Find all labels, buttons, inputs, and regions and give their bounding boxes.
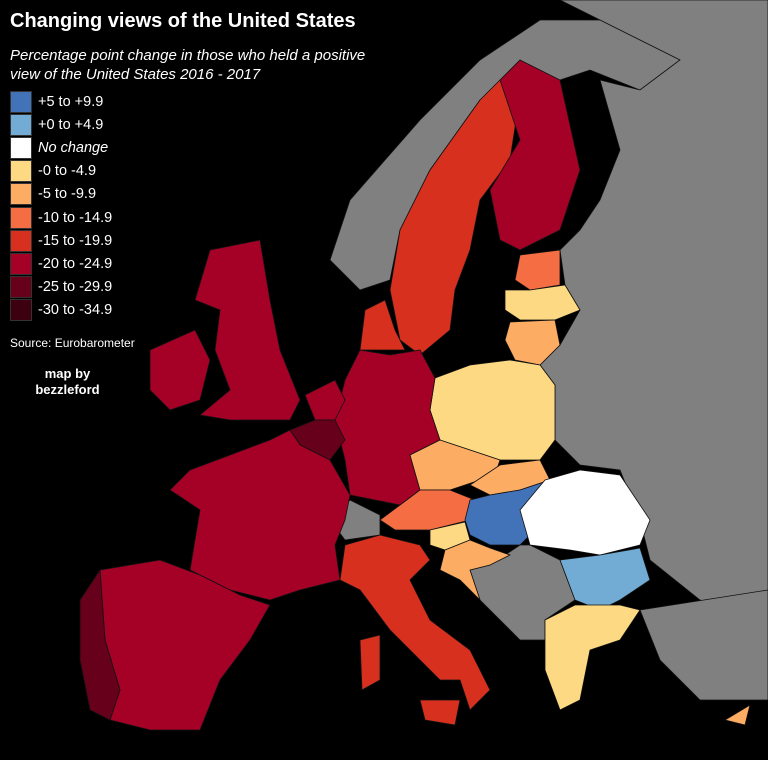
legend-swatch [10,90,32,113]
region-estonia [514,249,561,291]
legend-item: -0 to -4.9 [10,160,112,183]
region-denmark [359,299,406,351]
region-romania [519,469,651,556]
region-ireland [149,329,211,411]
region-sweden [389,79,521,356]
region-turkey [639,589,768,701]
map-title: Changing views of the United States [10,10,356,32]
legend-swatch [10,299,32,322]
legend-label: -15 to -19.9 [38,232,113,249]
region-sardinia [359,634,381,691]
legend-label: -10 to -14.9 [38,209,113,226]
legend-swatch [10,113,32,136]
region-greece [544,604,641,711]
legend-swatch [10,206,32,229]
map-subtitle: Percentage point change in those who hel… [10,47,366,83]
legend-label: No change [38,139,109,156]
region-norway [329,19,681,291]
region-bulgaria [559,547,651,611]
legend-item: -10 to -14.9 [10,206,112,229]
credit-author: bezzleford [35,382,100,397]
legend-swatch [10,276,32,299]
legend-item: -20 to -24.9 [10,252,112,275]
legend-label: -20 to -24.9 [38,255,113,272]
legend-label: -0 to -4.9 [38,163,97,180]
legend-label: +5 to +9.9 [38,93,104,110]
region-sicily [419,699,461,726]
region-croatia [439,539,512,601]
legend-swatch [10,252,32,275]
region-united-kingdom [194,239,301,421]
region-balkans [469,544,576,641]
legend-item: +0 to +4.9 [10,113,112,136]
legend-label: +0 to +4.9 [38,116,104,133]
legend-item: -25 to -29.9 [10,276,112,299]
source-note: Source: Eurobarometer [10,336,135,350]
legend-item: No change [10,136,112,159]
region-cyprus [723,704,751,726]
region-france [169,429,351,601]
region-italy [339,534,491,711]
legend-label: -5 to -9.9 [38,186,97,203]
legend-item: +5 to +9.9 [10,90,112,113]
legend-item: -5 to -9.9 [10,183,112,206]
region-portugal [79,568,121,721]
legend-item: -15 to -19.9 [10,229,112,252]
legend-swatch [10,136,32,159]
legend: +5 to +9.9 +0 to +4.9 No change -0 to -4… [10,90,112,322]
legend-item: -30 to -34.9 [10,299,112,322]
region-finland [489,59,581,251]
legend-swatch [10,183,32,206]
region-netherlands [304,379,346,421]
legend-swatch [10,160,32,183]
credit: map by bezzleford [20,366,115,398]
region-latvia [504,284,581,321]
legend-swatch [10,229,32,252]
credit-line1: map by [44,366,91,381]
legend-label: -30 to -34.9 [38,302,113,319]
legend-label: -25 to -29.9 [38,279,113,296]
